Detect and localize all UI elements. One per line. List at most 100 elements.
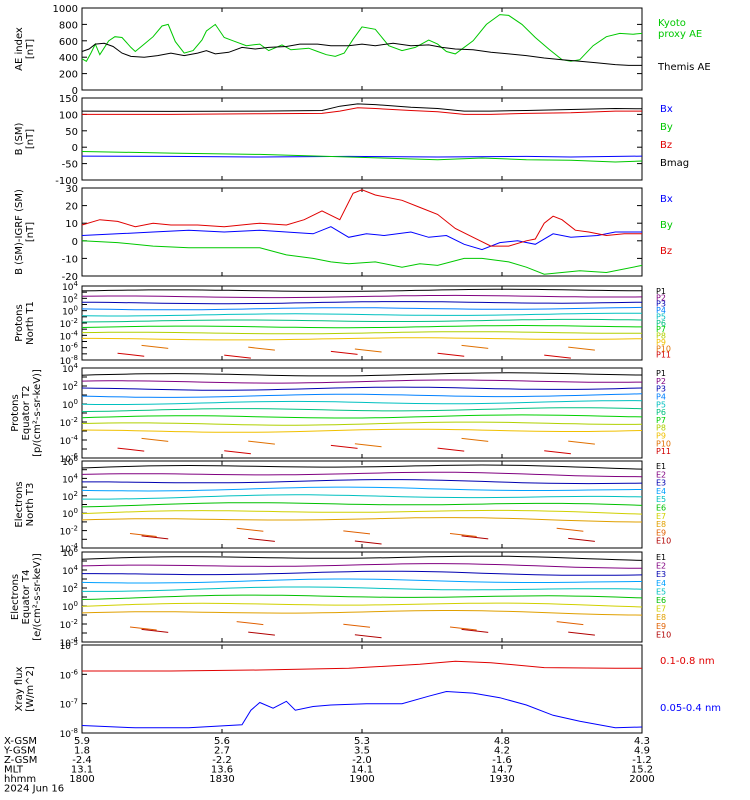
series-fragment-p10 bbox=[568, 346, 595, 351]
series-line-by bbox=[81, 151, 643, 163]
footer-row-label: Z-GSM bbox=[4, 755, 37, 766]
series-fragment-p10 bbox=[248, 440, 275, 445]
series-line-0-1-0-8-nm bbox=[82, 660, 642, 672]
y-tick-label: 10-4 bbox=[60, 542, 79, 555]
y-axis-label: [e/(cm²-s-sr-keV)] bbox=[32, 553, 43, 641]
series-line-p2 bbox=[81, 294, 643, 299]
series-fragment-e10 bbox=[141, 628, 169, 633]
y-tick-label: 10-2 bbox=[60, 525, 78, 538]
panel-5: 104 102 100 10-2 10-4 10-6 Protons Equator T2 [p… bbox=[10, 362, 671, 465]
series-line-e5 bbox=[82, 494, 643, 500]
series-fragment-p10 bbox=[568, 440, 595, 445]
y-tick-label: 10-6 bbox=[60, 668, 79, 681]
footer-value: 4.3 bbox=[634, 736, 650, 747]
footer-row-label: Y-GSM bbox=[3, 746, 36, 757]
series-line-p1 bbox=[81, 372, 643, 377]
series-line-p9 bbox=[82, 337, 643, 341]
legend-entry: Bx bbox=[660, 104, 673, 115]
y-tick-label: 10-5 bbox=[60, 639, 78, 652]
y-tick-label: 104 bbox=[62, 564, 78, 577]
series-line-p1 bbox=[81, 288, 643, 292]
series-line-p9 bbox=[81, 428, 643, 433]
series-fragment-e10 bbox=[248, 631, 275, 636]
series-fragment-p11 bbox=[544, 354, 571, 359]
series-line-p7 bbox=[81, 414, 643, 419]
panel-frame bbox=[81, 644, 643, 734]
y-tick-label: 150 bbox=[59, 94, 78, 105]
y-tick-label: 10-4 bbox=[60, 434, 79, 447]
series-line-e8 bbox=[81, 517, 643, 523]
y-axis-label: [nT] bbox=[25, 39, 36, 59]
panel-1: 0 200 400 600 800 1000 AE index [nT] Kyotoproxy … bbox=[14, 4, 711, 97]
legend-entry: P1 bbox=[656, 369, 666, 378]
y-tick-label: 600 bbox=[59, 37, 78, 48]
legend-entry: P5 bbox=[656, 312, 666, 321]
y-axis-label: Protons bbox=[10, 394, 21, 431]
panel-7: 106 104 102 100 10-2 10-4 Electrons Equator T4[… bbox=[10, 546, 671, 649]
y-tick-label: 102 bbox=[62, 380, 78, 393]
legend-entry: E7 bbox=[656, 512, 666, 521]
series-line-e4 bbox=[81, 578, 643, 584]
y-axis-label: Electrons bbox=[10, 574, 21, 620]
panel-8: 10-5 10-6 10-7 10-8 Xray flux [W/m^2] 0.1-0.8 … bbox=[14, 639, 721, 740]
footer-row-label: X-GSM bbox=[4, 736, 37, 747]
panel-frame bbox=[81, 97, 643, 181]
legend-entry: E1 bbox=[656, 462, 666, 471]
legend-entry: E10 bbox=[656, 630, 671, 639]
series-fragment-p11 bbox=[117, 447, 145, 452]
y-tick-label: 100 bbox=[62, 600, 78, 613]
series-line-p8 bbox=[81, 421, 643, 426]
series-line-e7 bbox=[81, 509, 643, 515]
series-line-p3 bbox=[81, 386, 643, 391]
series-fragment-p10 bbox=[354, 348, 382, 353]
footer-value: 4.8 bbox=[494, 736, 510, 747]
y-tick-label: 10-4 bbox=[60, 636, 79, 649]
legend-entry: P11 bbox=[656, 351, 671, 360]
series-line-e2 bbox=[81, 471, 643, 478]
y-tick-label: 104 bbox=[62, 362, 78, 375]
series-fragment-e9 bbox=[449, 626, 477, 631]
y-tick-label: 0 bbox=[72, 86, 78, 97]
y-tick-label: 104 bbox=[62, 472, 78, 485]
y-tick-label: 100 bbox=[59, 110, 78, 121]
legend-entry: E4 bbox=[656, 487, 666, 496]
y-tick-label: 102 bbox=[62, 582, 78, 595]
y-tick-label: 10-2 bbox=[60, 618, 78, 631]
y-tick-label: 10 bbox=[65, 219, 78, 230]
series-fragment-e9 bbox=[556, 621, 584, 626]
series-fragment-e10 bbox=[568, 631, 595, 636]
legend-entry: 0.1-0.8 nm bbox=[660, 656, 715, 667]
legend-entry: P5 bbox=[656, 400, 666, 409]
y-tick-label: 10-6 bbox=[60, 452, 79, 465]
legend-entry: E5 bbox=[656, 587, 666, 596]
legend-entry: Themis AE bbox=[657, 62, 711, 73]
footer-row-label: hhmm bbox=[4, 774, 36, 785]
footer-value: -2.4 bbox=[72, 755, 92, 766]
y-tick-label: 10-7 bbox=[60, 698, 78, 711]
y-tick-label: 100 bbox=[62, 398, 78, 411]
series-fragment-e10 bbox=[141, 535, 169, 540]
legend-entry: E6 bbox=[656, 504, 666, 513]
y-axis-label: [nT] bbox=[25, 129, 36, 149]
series-line-0-05-0-4-nm bbox=[81, 690, 643, 729]
series-fragment-e9 bbox=[236, 621, 264, 626]
series-fragment-p11 bbox=[330, 444, 358, 449]
legend-entry: P4 bbox=[656, 392, 666, 401]
legend-entry: E4 bbox=[656, 579, 666, 588]
legend-entry: By bbox=[660, 220, 673, 231]
footer-value: 14.1 bbox=[351, 765, 373, 776]
series-line-p7 bbox=[81, 324, 643, 329]
y-axis-label: Equator T4 bbox=[21, 570, 32, 625]
legend-entry: E5 bbox=[656, 495, 666, 504]
legend: 0.1-0.8 nm 0.05-0.4 nm bbox=[660, 656, 721, 714]
y-axis-label: B (SM)-IGRF (SM) bbox=[14, 189, 25, 275]
legend-entry: P10 bbox=[656, 439, 671, 448]
y-axis-label: [W/m^2] bbox=[25, 666, 36, 712]
series-line-bz bbox=[82, 107, 642, 115]
series-line-e6 bbox=[81, 502, 643, 508]
y-axis-label: Xray flux bbox=[14, 667, 25, 712]
series-line-e1 bbox=[81, 464, 643, 470]
footer-value: 14.7 bbox=[491, 765, 513, 776]
legend-entry: P6 bbox=[656, 408, 666, 417]
